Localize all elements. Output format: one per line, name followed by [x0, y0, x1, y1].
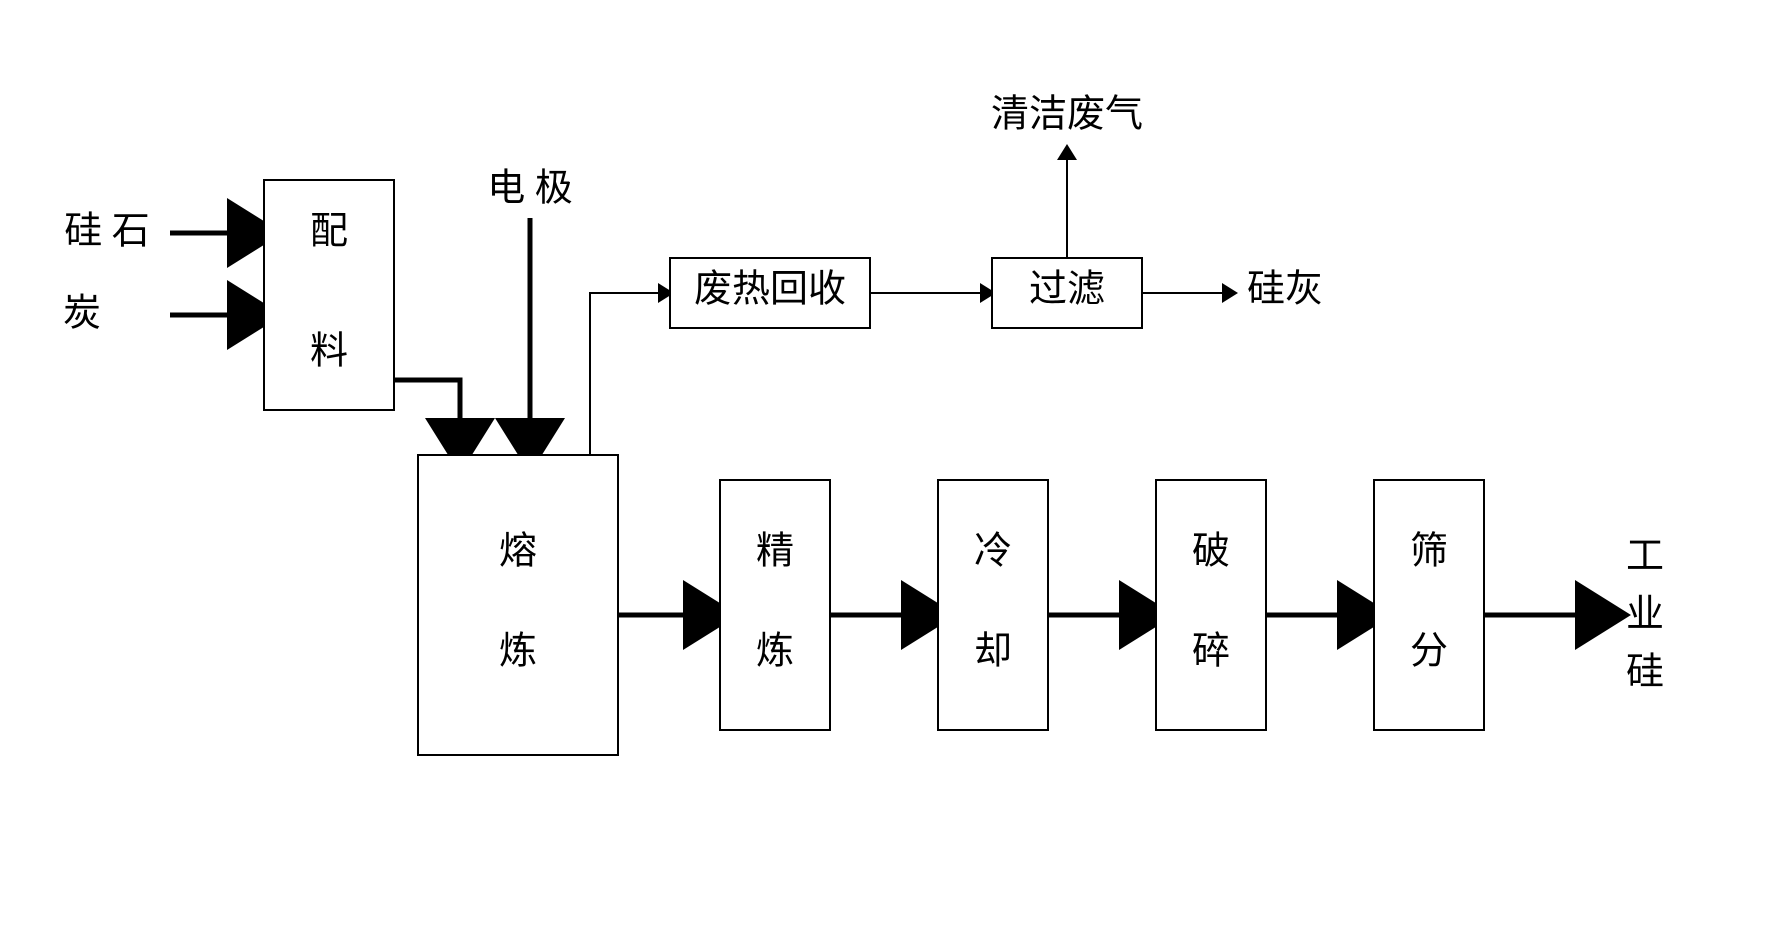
- node-ronglian-text1: 熔: [499, 531, 537, 573]
- node-peiliao: 配料: [264, 180, 394, 410]
- edge-ronglian-feire: [590, 293, 668, 455]
- node-shaifen-text1: 筛: [1410, 531, 1448, 573]
- node-peiliao-text1: 配: [310, 211, 348, 253]
- label-huihui: 硅灰: [1247, 269, 1323, 311]
- label-guishi: 硅 石: [64, 211, 150, 253]
- label-gysi2: 业: [1626, 594, 1664, 636]
- node-posui-text1: 破: [1192, 531, 1230, 573]
- node-lengque-text1: 冷: [974, 531, 1012, 573]
- node-feire-label: 废热回收: [694, 269, 846, 311]
- node-feire: 废热回收: [670, 258, 870, 328]
- node-ronglian-text2: 炼: [499, 631, 537, 673]
- node-jinglian: 精炼: [720, 480, 830, 730]
- node-posui-text2: 碎: [1192, 631, 1230, 673]
- label-gysi1: 工: [1626, 536, 1664, 578]
- node-posui: 破碎: [1156, 480, 1266, 730]
- node-shaifen-text2: 分: [1410, 631, 1448, 673]
- edge-peiliao-ronglian: [394, 380, 460, 453]
- node-peiliao-text2: 料: [310, 331, 348, 373]
- node-lengque-text2: 却: [974, 631, 1012, 673]
- node-guolv-label: 过滤: [1029, 269, 1105, 311]
- node-jinglian-text2: 炼: [756, 631, 794, 673]
- process-flowchart: 配料熔炼精炼冷却破碎筛分废热回收过滤 硅 石炭电 极清洁废气硅灰工业硅: [0, 0, 1772, 945]
- label-tan: 炭: [63, 293, 101, 335]
- label-qingjie: 清洁废气: [991, 94, 1143, 136]
- node-ronglian: 熔炼: [418, 455, 618, 755]
- node-guolv: 过滤: [992, 258, 1142, 328]
- node-jinglian-text1: 精: [756, 531, 794, 573]
- label-dianji: 电 极: [487, 168, 573, 210]
- label-gysi3: 硅: [1626, 652, 1664, 694]
- node-lengque: 冷却: [938, 480, 1048, 730]
- node-shaifen: 筛分: [1374, 480, 1484, 730]
